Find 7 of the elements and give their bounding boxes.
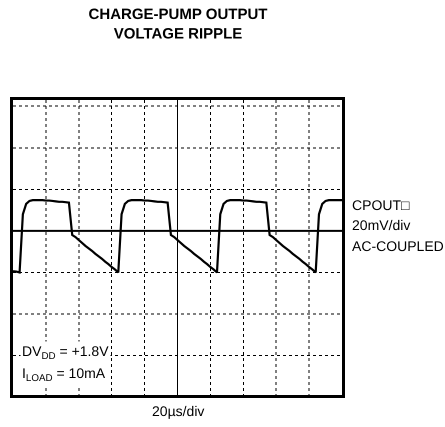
- text: 20mV/div: [352, 217, 410, 233]
- text: 20µs/div: [152, 403, 204, 419]
- text: I$_{LOAD}$ = 10mA: [22, 365, 106, 384]
- chart-title: CHARGE-PUMP OUTPUT VOLTAGE RIPPLE: [88, 6, 268, 43]
- text: CPOUT□: [352, 197, 410, 213]
- text: DV$_{DD}$ = +1.8V: [22, 343, 110, 362]
- text: AC-COUPLED: [352, 238, 444, 254]
